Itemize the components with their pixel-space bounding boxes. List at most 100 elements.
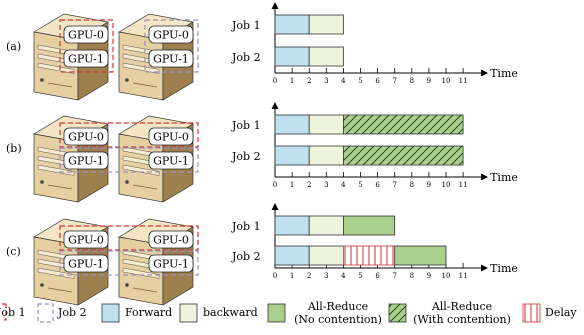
job-label: Job 1: [231, 19, 261, 32]
gpu-box: [63, 151, 109, 170]
tick-label: 5: [358, 77, 362, 85]
legend-allreduce-line2: (No contention): [294, 313, 382, 326]
gpu-label: GPU-0: [68, 29, 104, 42]
vent-line: [47, 184, 73, 190]
legend-backward-label: backward: [203, 306, 258, 319]
tick-label: 8: [410, 181, 414, 189]
vent-line: [132, 82, 158, 88]
tick-label: 3: [324, 181, 328, 189]
legend-backward-swatch: [179, 303, 198, 323]
tick-label: 4: [341, 77, 346, 85]
gpu-box: [148, 25, 194, 44]
job1-placement-box: [59, 122, 199, 148]
panel-label: (a): [6, 40, 21, 53]
timeline-row-2: Time 0 1 2 3 4 5 6 7 8 9 10 11 Job 1 Job 2: [231, 102, 518, 189]
tick-label: 9: [427, 77, 431, 85]
gpu-label: GPU-1: [68, 53, 104, 66]
tick-label: 6: [375, 272, 380, 280]
job-label: Job 1: [231, 119, 261, 132]
drive-bay: [122, 267, 160, 279]
panel-c: GPU-0 GPU-1 GPU-0 GPU-1 (c): [6, 218, 199, 306]
legend-forward-label: Forward: [125, 306, 172, 319]
gpu-box: [63, 254, 109, 273]
gpu-box: [63, 25, 109, 44]
tick-label: 3: [324, 272, 328, 280]
time-axis-label: Time: [490, 67, 518, 80]
tick-label: 9: [427, 181, 431, 189]
tick-label: 8: [410, 77, 414, 85]
segment-allreduce: [394, 245, 447, 266]
gpu-label: GPU-0: [153, 131, 189, 144]
tick-label: 4: [341, 181, 346, 189]
legend-contention-swatch: [388, 303, 407, 323]
gpu-box: [148, 151, 194, 170]
tick-label: 2: [307, 181, 311, 189]
segment-backward: [308, 14, 344, 35]
gpu-label: GPU-0: [68, 234, 104, 247]
drive-bay: [122, 164, 160, 176]
segment-forward: [274, 245, 310, 266]
tick-label: 6: [375, 181, 380, 189]
legend-contention-line1: All-Reduce: [431, 300, 492, 313]
tick-label: 0: [273, 272, 277, 280]
tick-label: 8: [410, 272, 414, 280]
tick-label: 4: [341, 272, 346, 280]
tick-label: 5: [358, 181, 362, 189]
gpu-label: GPU-1: [68, 258, 104, 271]
job2-placement-box: [59, 250, 199, 276]
segment-allreduce: [342, 215, 396, 236]
job-label: Job 2: [231, 51, 261, 64]
segment-allreduce_contention: [342, 145, 464, 166]
tick-label: 11: [459, 181, 468, 189]
legend-allreduce-line1: All-Reduce: [307, 300, 368, 313]
segment-backward: [308, 46, 344, 67]
tick-label: 6: [375, 77, 380, 85]
drive-bay: [37, 62, 75, 74]
segment-backward: [308, 245, 344, 266]
tick-label: 2: [307, 77, 311, 85]
vent-line: [132, 287, 158, 293]
legend-job1-swatch: [2, 303, 7, 321]
segment-forward: [274, 46, 310, 67]
gpu-label: GPU-1: [153, 53, 189, 66]
gpu-label: GPU-1: [68, 155, 104, 168]
power-led: [125, 78, 129, 82]
segment-backward: [308, 215, 344, 236]
drive-bay: [37, 267, 75, 279]
power-led: [40, 180, 44, 184]
tick-label: 9: [427, 272, 431, 280]
tick-label: 3: [324, 77, 328, 85]
power-led: [125, 283, 129, 287]
vent-line: [132, 184, 158, 190]
tick-label: 10: [442, 77, 451, 85]
segment-allreduce_contention: [342, 114, 464, 135]
power-led: [40, 283, 44, 287]
panel-label: (b): [6, 142, 22, 155]
segment-backward: [308, 145, 344, 166]
tick-label: 0: [273, 77, 277, 85]
vent-line: [47, 287, 73, 293]
time-axis-label: Time: [490, 171, 518, 184]
segment-forward: [274, 215, 310, 236]
legend-contention-line2: (With contention): [413, 313, 511, 326]
tick-label: 11: [459, 272, 468, 280]
job1-placement-box: [59, 225, 199, 251]
tick-label: 11: [459, 77, 468, 85]
gpu-box: [63, 127, 109, 146]
server-panels: GPU-0GPU-1GPU-0GPU-1(a)GPU-0GPU-1GPU-0GP…: [6, 13, 199, 306]
legend-job2-swatch: [37, 303, 54, 323]
segment-delay: [342, 245, 396, 266]
time-axis-label: Time: [490, 262, 518, 275]
gpu-box: [148, 254, 194, 273]
gpu-box: [148, 230, 194, 249]
job1-placement-box: [59, 19, 114, 73]
timeline-row-1: Time 0 1 2 3 4 5 6 7 8 9 10 11 Job 1 Job 2: [231, 2, 518, 85]
legend-delay-swatch: [522, 303, 541, 323]
tick-label: 7: [392, 272, 396, 280]
legend-job2-label: Job 2: [57, 306, 87, 319]
power-led: [40, 78, 44, 82]
tick-label: 7: [392, 181, 396, 189]
